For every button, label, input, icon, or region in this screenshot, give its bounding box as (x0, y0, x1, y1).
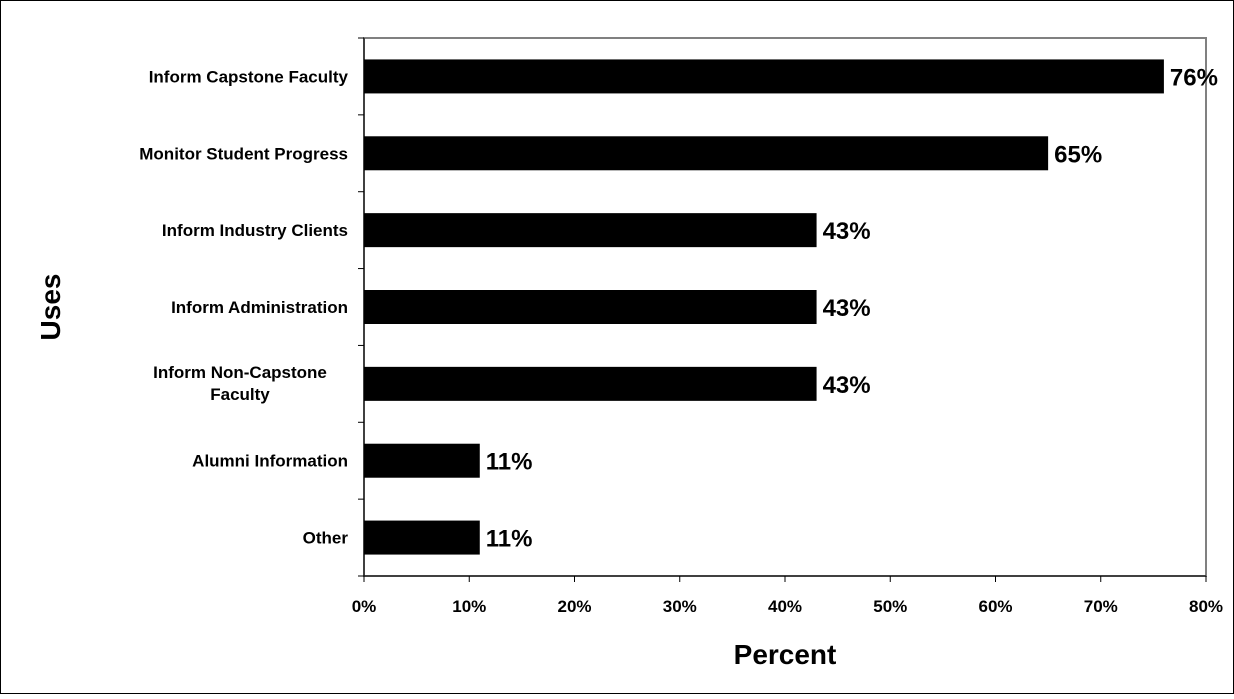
x-tick-label: 40% (768, 597, 802, 616)
y-axis-title: Uses (35, 274, 66, 341)
category-label: Inform Administration (171, 298, 348, 317)
bar (364, 520, 480, 555)
bar (364, 366, 817, 401)
data-label: 43% (823, 218, 871, 245)
category-label: Inform Capstone Faculty (149, 67, 349, 86)
bars (364, 59, 1164, 555)
category-label: Monitor Student Progress (139, 144, 348, 163)
x-tick-label: 70% (1084, 597, 1118, 616)
bar (364, 136, 1049, 171)
bar (364, 213, 817, 248)
data-label: 43% (823, 295, 871, 322)
data-label: 65% (1054, 141, 1102, 168)
category-label: Inform Industry Clients (162, 221, 348, 240)
category-labels: Inform Capstone Faculty Monitor Student P… (139, 67, 348, 547)
data-label: 11% (486, 449, 533, 476)
x-tick-label: 0% (352, 597, 377, 616)
category-label-line: Inform Non-Capstone (153, 363, 327, 382)
x-axis-ticks: 0% 10% 20% 30% 40% 50% 60% 70% 80% (352, 576, 1223, 616)
bar (364, 443, 480, 478)
bar (364, 59, 1164, 94)
category-axis-ticks (358, 37, 364, 577)
category-label: Inform Non-Capstone Faculty (153, 363, 327, 404)
data-labels: 76% 65% 43% 43% 43% 11% 11% (486, 64, 1218, 552)
x-tick-label: 10% (452, 597, 486, 616)
x-tick-label: 50% (873, 597, 907, 616)
data-label: 43% (823, 372, 871, 399)
x-tick-label: 20% (557, 597, 591, 616)
x-tick-label: 60% (978, 597, 1012, 616)
x-axis-title: Percent (734, 639, 837, 670)
x-tick-label: 30% (663, 597, 697, 616)
category-label: Other (303, 529, 349, 548)
data-label: 11% (486, 526, 533, 553)
bar (364, 290, 817, 324)
data-label: 76% (1170, 64, 1218, 91)
x-tick-label: 80% (1189, 597, 1223, 616)
category-label: Alumni Information (192, 452, 348, 471)
category-label-line: Faculty (210, 385, 270, 404)
